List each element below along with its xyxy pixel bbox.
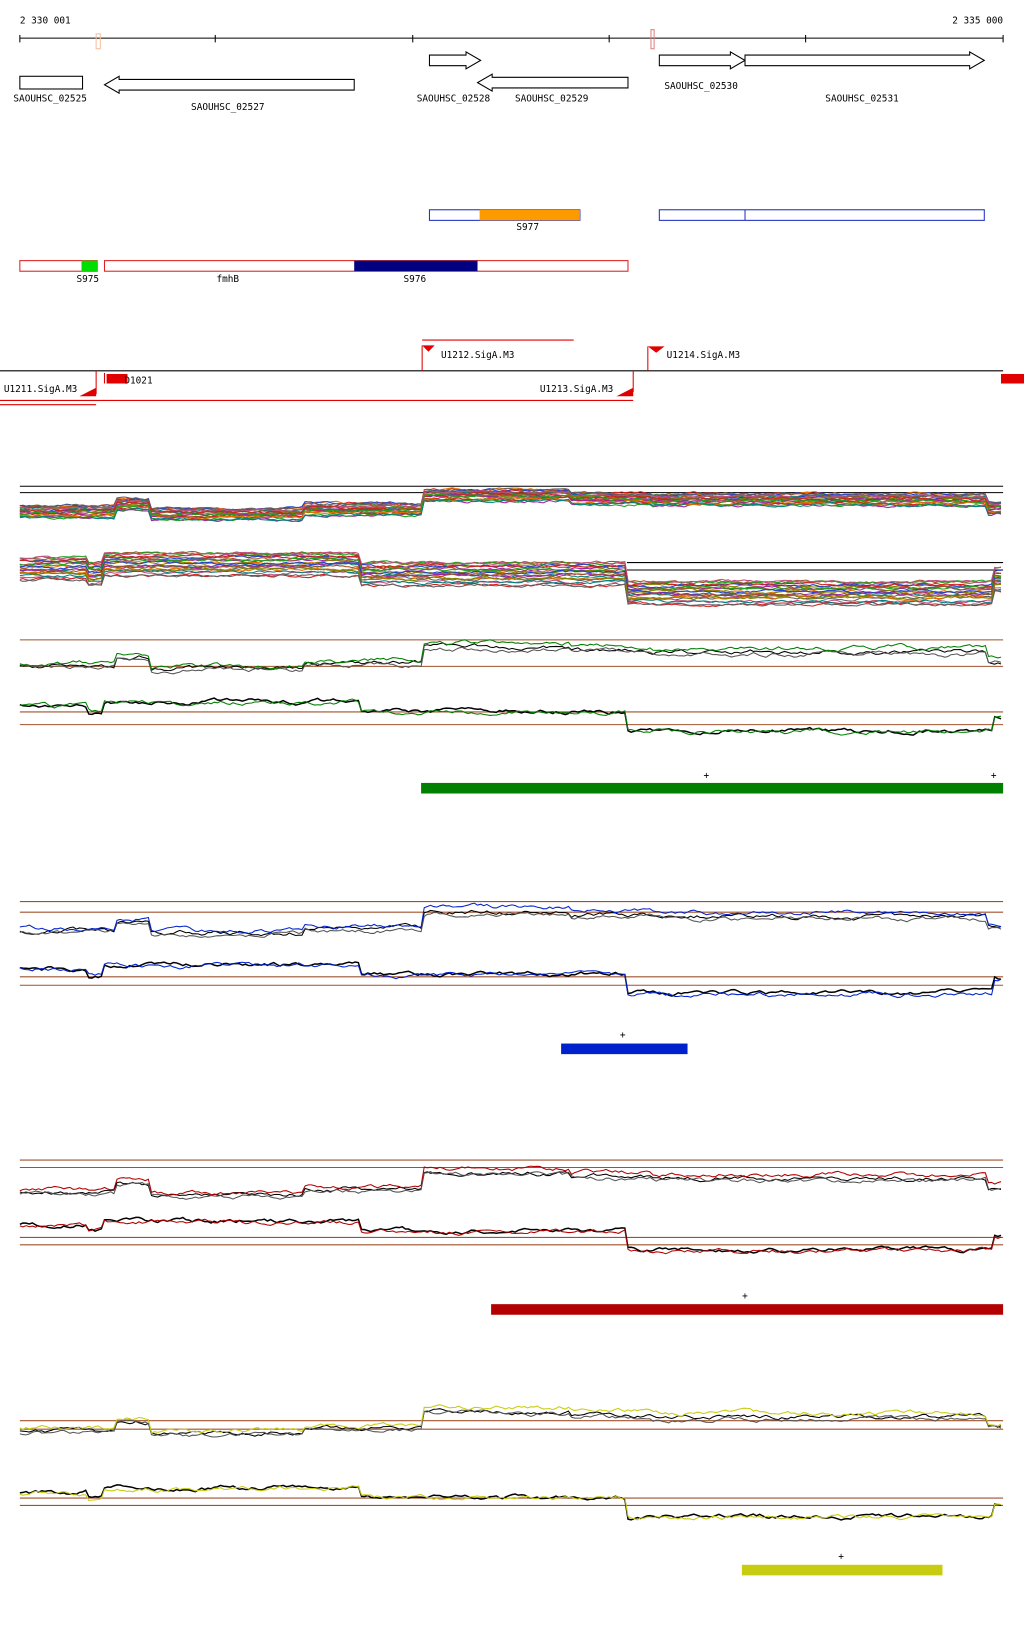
label: S975 bbox=[76, 274, 99, 285]
profile bbox=[19, 902, 1002, 934]
marker bbox=[95, 33, 101, 50]
profile bbox=[19, 698, 1002, 736]
profile bbox=[19, 1218, 1002, 1255]
label: + bbox=[620, 1030, 626, 1041]
profile bbox=[19, 1408, 1002, 1437]
label: U1212.SigA.M3 bbox=[441, 350, 514, 361]
profile bbox=[19, 961, 1002, 997]
label: 2 335 000 bbox=[952, 15, 1003, 26]
label: SAOUHSC_02529 bbox=[515, 94, 589, 105]
profile bbox=[19, 487, 1002, 512]
segment bbox=[658, 209, 985, 221]
profile bbox=[19, 697, 1002, 736]
profile bbox=[19, 1484, 1002, 1521]
label: + bbox=[742, 1291, 748, 1302]
promoter-flag bbox=[422, 345, 435, 352]
profile bbox=[19, 1404, 1002, 1434]
label: S976 bbox=[404, 274, 427, 285]
promoter-box bbox=[106, 373, 128, 384]
label: SAOUHSC_02528 bbox=[417, 94, 491, 105]
label: + bbox=[704, 771, 710, 782]
condition-bar bbox=[491, 1304, 1004, 1315]
profile bbox=[19, 1409, 1002, 1438]
label: U1213.SigA.M3 bbox=[540, 384, 613, 395]
gene-arrow bbox=[476, 73, 629, 93]
label: D1021 bbox=[124, 375, 153, 386]
label: 2 330 001 bbox=[20, 15, 71, 26]
profile bbox=[19, 573, 1002, 607]
label: U1211.SigA.M3 bbox=[4, 384, 77, 395]
profile bbox=[19, 551, 1002, 586]
profile bbox=[19, 569, 1002, 605]
condition-bar bbox=[741, 1564, 943, 1576]
profile bbox=[19, 909, 1002, 937]
profile bbox=[19, 487, 1002, 512]
promoter-end bbox=[1001, 373, 1024, 384]
profile bbox=[19, 1485, 1002, 1521]
label: SAOUHSC_02531 bbox=[825, 94, 899, 105]
profile bbox=[19, 569, 1002, 604]
profile bbox=[19, 1216, 1002, 1254]
gene-arrow bbox=[744, 50, 986, 70]
profile bbox=[19, 1171, 1002, 1198]
gene-arrow bbox=[658, 50, 747, 70]
gene-arrow bbox=[428, 50, 482, 70]
profile bbox=[19, 562, 1002, 598]
profile bbox=[19, 551, 1002, 585]
promoter-flag bbox=[616, 387, 634, 397]
label: + bbox=[991, 771, 997, 782]
gene-arrow bbox=[103, 75, 355, 95]
label: + bbox=[838, 1551, 844, 1562]
profile bbox=[19, 1165, 1002, 1196]
profile bbox=[19, 566, 1002, 601]
marker bbox=[650, 29, 655, 50]
label: U1214.SigA.M3 bbox=[667, 350, 740, 361]
promoter-flag bbox=[647, 346, 665, 353]
profile bbox=[19, 1171, 1002, 1200]
promoter-flag bbox=[79, 387, 97, 397]
segment-fill bbox=[81, 260, 98, 272]
profile bbox=[19, 553, 1002, 588]
label: S977 bbox=[516, 222, 539, 233]
profile bbox=[19, 489, 1002, 514]
condition-bar bbox=[421, 782, 1004, 794]
profile bbox=[19, 498, 1002, 522]
profile bbox=[19, 639, 1002, 670]
label: SAOUHSC_02527 bbox=[191, 102, 264, 113]
segment-fill bbox=[354, 260, 478, 272]
profile bbox=[19, 556, 1002, 591]
label: SAOUHSC_02530 bbox=[664, 81, 738, 92]
profile bbox=[19, 497, 1002, 522]
profile bbox=[19, 496, 1002, 520]
segment-fill bbox=[479, 209, 580, 221]
profile bbox=[19, 646, 1002, 675]
profile bbox=[19, 560, 1002, 595]
label: SAOUHSC_02525 bbox=[13, 94, 86, 105]
profile bbox=[19, 911, 1002, 938]
label: fmhB bbox=[216, 274, 239, 285]
gene-box bbox=[19, 75, 84, 90]
condition-bar bbox=[561, 1043, 688, 1055]
profile bbox=[19, 493, 1002, 517]
profile bbox=[19, 961, 1002, 999]
